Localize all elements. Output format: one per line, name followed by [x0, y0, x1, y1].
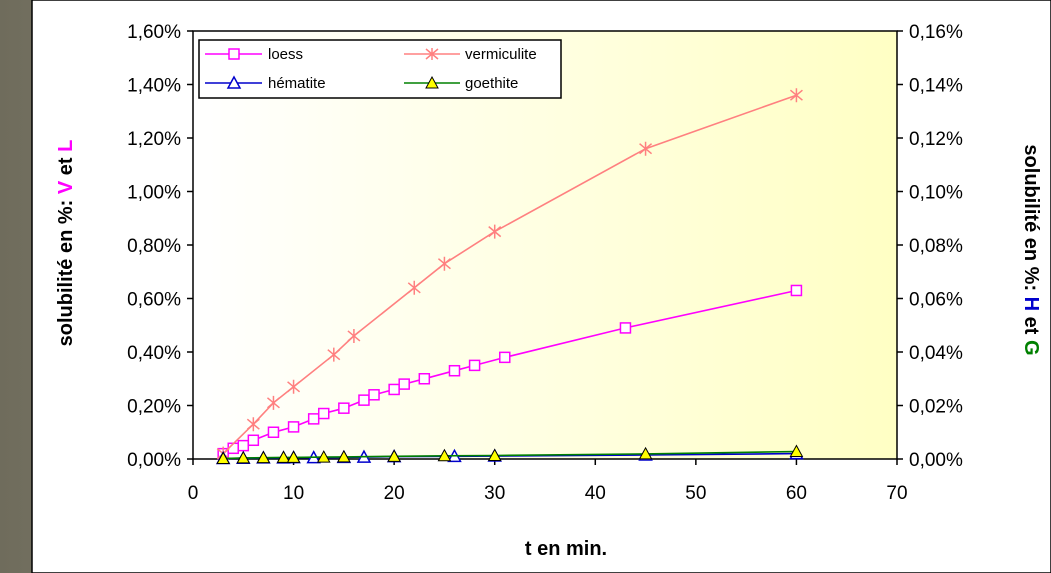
legend-label-vermiculite: vermiculite: [465, 46, 537, 63]
left-tick-label: 0,00%: [127, 450, 181, 471]
right-tick-label: 0,16%: [909, 22, 963, 43]
data-point-loess: [317, 407, 330, 420]
data-point-vermiculite: [639, 141, 653, 156]
left-tick-label: 1,40%: [127, 76, 181, 97]
plot-area: [192, 30, 898, 460]
x-tick-label: 60: [786, 483, 807, 504]
legend-marker-vermiculite: [425, 48, 439, 60]
legend-marker-hematite: [226, 75, 242, 89]
legend-marker-goethite: [425, 75, 439, 89]
legend-item-goethite: goethite: [404, 75, 518, 92]
data-point-loess: [368, 389, 380, 401]
right-tick-label: 0,02%: [909, 397, 963, 418]
data-point-vermiculite: [287, 379, 301, 394]
right-y-axis: 0,00% 0,02% 0,04% 0,06% 0,08% 0,10% 0,12% 0,14%…: [897, 22, 963, 471]
data-point-goethite: [487, 448, 502, 462]
x-tick-label: 10: [283, 483, 304, 504]
data-point-loess: [418, 373, 431, 385]
data-point-vermiculite: [266, 395, 280, 410]
legend-marker-loess: [228, 48, 240, 60]
x-axis-title: t en min.: [525, 538, 607, 560]
left-tick-label: 1,60%: [127, 22, 181, 43]
data-point-loess: [388, 383, 400, 396]
legend-item-hematite: hématite: [205, 75, 326, 92]
data-point-goethite: [236, 450, 251, 464]
data-point-loess: [468, 359, 481, 372]
data-point-goethite: [638, 446, 653, 460]
data-point-loess: [499, 351, 511, 364]
legend-item-vermiculite: vermiculite: [404, 46, 537, 63]
right-tick-label: 0,00%: [909, 450, 963, 471]
data-point-loess: [619, 322, 632, 334]
legend-label-loess: loess: [268, 46, 303, 63]
legend: loess vermiculite hématite goethite: [198, 39, 562, 99]
right-tick-label: 0,12%: [909, 129, 963, 150]
left-tick-label: 0,60%: [127, 290, 181, 311]
data-point-vermiculite: [347, 328, 361, 343]
legend-label-hematite: hématite: [268, 75, 326, 92]
data-point-loess: [267, 426, 280, 438]
x-tick-label: 20: [384, 483, 405, 504]
series-layer: [215, 88, 804, 465]
data-point-goethite: [387, 449, 401, 462]
right-tick-label: 0,04%: [909, 343, 963, 364]
data-point-goethite: [316, 450, 331, 463]
data-point-loess: [247, 434, 260, 447]
data-point-vermiculite: [789, 88, 803, 103]
right-tick-label: 0,06%: [909, 290, 963, 311]
right-y-axis-title: solubilité en %: H et G: [1020, 144, 1042, 355]
series-goethite: [216, 444, 804, 464]
left-tick-label: 1,20%: [127, 129, 181, 150]
data-point-goethite: [276, 450, 291, 463]
data-point-loess: [338, 402, 350, 414]
left-tick-label: 1,00%: [127, 183, 181, 204]
data-point-loess: [448, 364, 461, 377]
data-point-goethite: [437, 448, 452, 462]
data-point-goethite: [216, 451, 231, 464]
data-point-vermiculite: [488, 224, 502, 239]
left-tick-label: 0,20%: [127, 397, 181, 418]
data-point-goethite: [789, 444, 804, 458]
data-point-goethite: [256, 450, 271, 464]
legend-item-loess: loess: [205, 46, 303, 63]
data-point-vermiculite: [246, 417, 260, 432]
series-vermiculite: [216, 88, 803, 461]
x-axis: 0 10 20 30 40 50 60 70: [188, 459, 908, 504]
left-y-axis: 0,00% 0,20% 0,40% 0,60% 0,80% 1,00% 1,20% 1,40%…: [127, 22, 193, 471]
data-point-goethite: [337, 449, 351, 463]
data-point-loess: [398, 378, 410, 390]
legend-label-goethite: goethite: [465, 75, 518, 92]
data-point-loess: [358, 394, 370, 406]
x-tick-label: 30: [484, 483, 505, 504]
right-tick-label: 0,10%: [909, 183, 963, 204]
data-point-loess: [790, 284, 803, 297]
data-point-goethite: [286, 450, 301, 463]
x-tick-label: 0: [188, 483, 199, 504]
x-tick-label: 40: [585, 483, 606, 504]
right-tick-label: 0,14%: [909, 76, 963, 97]
left-tick-label: 0,40%: [127, 343, 181, 364]
x-tick-label: 50: [685, 483, 706, 504]
data-point-vermiculite: [437, 256, 451, 271]
right-tick-label: 0,08%: [909, 236, 963, 257]
x-tick-label: 70: [886, 483, 907, 504]
data-point-vermiculite: [327, 347, 341, 362]
data-point-loess: [287, 421, 300, 433]
data-point-loess: [307, 413, 320, 425]
data-point-loess: [237, 439, 250, 452]
legend-box: [198, 39, 562, 99]
left-y-axis-title: solubilité en %: V et L: [55, 140, 77, 347]
data-point-vermiculite: [407, 280, 421, 295]
left-tick-label: 0,80%: [127, 236, 181, 257]
